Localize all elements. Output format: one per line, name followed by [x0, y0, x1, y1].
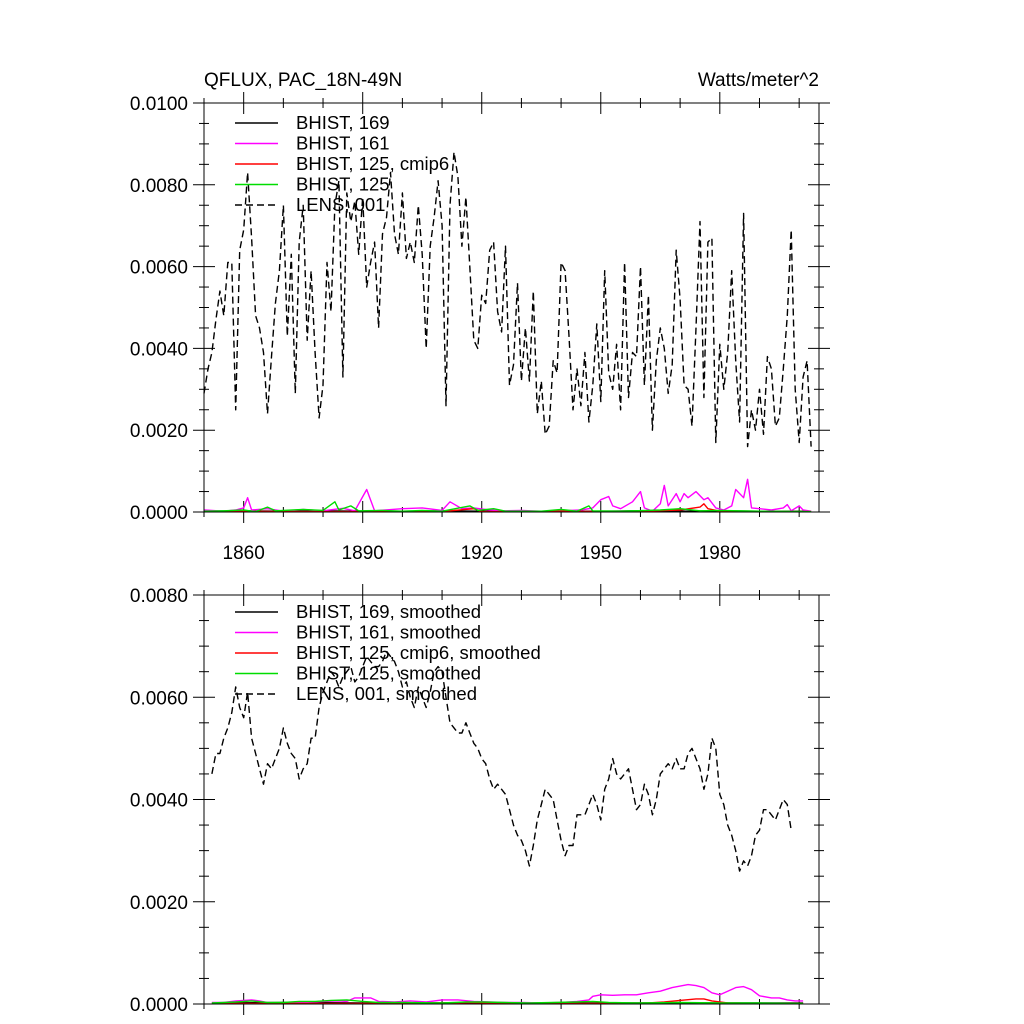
bottom-plot-lines	[211, 650, 804, 1005]
legend-label: BHIST, 125	[296, 174, 390, 195]
legend-label: BHIST, 125, smoothed	[296, 663, 481, 684]
top-axis-ticks: 0.0000 0.0020 0.0040 0.0060 0.0080 0.0100 1860…	[130, 92, 830, 564]
y-tick-label: 0.0080	[130, 586, 188, 607]
series-line-1	[211, 983, 804, 1004]
y-tick-label: 0.0020	[130, 893, 188, 914]
y-tick-label: 0.0000	[130, 995, 188, 1016]
y-tick-label: 0.0000	[130, 503, 188, 524]
y-tick-label: 0.0060	[130, 688, 188, 709]
legend-label: LENS, 001, smoothed	[296, 683, 477, 704]
legend-label: BHIST, 125, cmip6	[296, 153, 449, 174]
y-tick-label: 0.0040	[130, 791, 188, 812]
x-tick-label: 1980	[699, 543, 741, 564]
x-tick-label: 1860	[223, 543, 265, 564]
series-line-3	[211, 999, 804, 1005]
y-tick-label: 0.0060	[130, 258, 188, 279]
legend-label: BHIST, 161	[296, 133, 390, 154]
bottom-plot-frame	[203, 594, 820, 1005]
legend-label: BHIST, 169	[296, 112, 390, 133]
legend-label: BHIST, 169, smoothed	[296, 601, 481, 622]
series-line-4	[203, 151, 812, 448]
legend-label: BHIST, 125, cmip6, smoothed	[296, 642, 541, 663]
y-tick-label: 0.0020	[130, 421, 188, 442]
y-tick-label: 0.0080	[130, 176, 188, 197]
x-tick-label: 1920	[461, 543, 503, 564]
legend-label: LENS, 001	[296, 194, 385, 215]
units-label: Watts/meter^2	[698, 70, 819, 91]
chart-title: QFLUX, PAC_18N-49N	[204, 70, 402, 91]
x-tick-label: 1890	[342, 543, 384, 564]
series-line-4	[211, 650, 792, 872]
legend-label: BHIST, 161, smoothed	[296, 622, 481, 643]
y-tick-label: 0.0040	[130, 339, 188, 360]
x-tick-label: 1950	[580, 543, 622, 564]
bottom-panel: 0.0000 0.0020 0.0040 0.0060 0.0080 BHIST, 16…	[130, 584, 830, 1016]
series-line-3	[203, 501, 812, 513]
top-plot-frame	[203, 102, 820, 513]
top-panel: QFLUX, PAC_18N-49N Watts/meter^2 0.00000…	[130, 70, 830, 564]
y-tick-label: 0.0100	[130, 94, 188, 115]
